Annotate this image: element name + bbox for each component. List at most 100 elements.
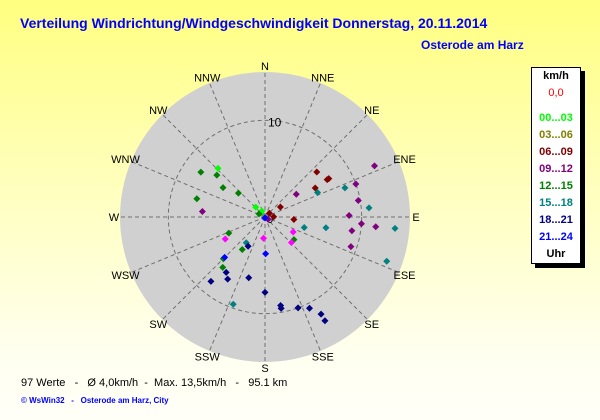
grid-spoke bbox=[264, 216, 368, 320]
data-point bbox=[357, 220, 365, 228]
data-point bbox=[383, 257, 391, 265]
data-point bbox=[198, 208, 206, 216]
direction-label: E bbox=[412, 212, 419, 224]
direction-label: SSW bbox=[195, 352, 221, 364]
data-point bbox=[222, 268, 230, 276]
grid-spoke bbox=[264, 82, 321, 218]
data-point bbox=[313, 168, 321, 176]
ring-label: 10 bbox=[268, 115, 282, 129]
direction-label: NNE bbox=[311, 72, 334, 84]
legend-bin: 03...06 bbox=[539, 129, 573, 141]
data-point bbox=[225, 229, 233, 237]
data-point bbox=[277, 304, 285, 312]
legend-calm: 0,0 bbox=[548, 87, 564, 99]
data-point bbox=[221, 235, 229, 243]
direction-label: ESE bbox=[393, 270, 415, 282]
data-point bbox=[260, 234, 268, 242]
data-point bbox=[224, 275, 232, 283]
grid-spoke bbox=[264, 216, 321, 352]
legend-spacer bbox=[532, 102, 580, 110]
data-point bbox=[238, 245, 246, 253]
chart-title: Verteilung Windrichtung/Windgeschwindigk… bbox=[20, 15, 488, 31]
legend-bin: 15...18 bbox=[539, 197, 573, 209]
legend-bin: 12...15 bbox=[539, 180, 573, 192]
grid-spoke bbox=[130, 216, 266, 273]
data-point bbox=[193, 195, 201, 203]
data-point bbox=[372, 223, 380, 231]
data-point bbox=[347, 243, 355, 251]
direction-label: SSE bbox=[312, 352, 334, 364]
data-point bbox=[229, 300, 237, 308]
data-point bbox=[365, 204, 373, 212]
data-point bbox=[207, 277, 215, 285]
data-point bbox=[244, 242, 252, 250]
legend-bin: 00...03 bbox=[539, 112, 573, 124]
data-point bbox=[348, 227, 356, 235]
data-point bbox=[322, 224, 330, 232]
data-point bbox=[213, 171, 221, 179]
direction-label: S bbox=[261, 363, 268, 375]
data-point bbox=[290, 216, 298, 224]
legend: km/h 0,0 00...03 03...06 06...09 09...12 12.… bbox=[531, 67, 581, 264]
data-point bbox=[221, 253, 229, 261]
data-point bbox=[219, 263, 227, 271]
direction-label: N bbox=[261, 61, 269, 73]
data-point bbox=[292, 190, 300, 198]
data-point bbox=[294, 304, 302, 312]
direction-label: SE bbox=[364, 319, 379, 331]
grid-spoke bbox=[264, 216, 400, 273]
data-point bbox=[289, 228, 297, 236]
legend-footer: Uhr bbox=[546, 248, 566, 260]
grid-ring bbox=[167, 119, 363, 315]
data-point bbox=[261, 214, 269, 222]
data-point bbox=[317, 310, 325, 318]
direction-label: NNW bbox=[194, 72, 221, 84]
grid-spoke bbox=[209, 82, 266, 218]
direction-label: SW bbox=[149, 319, 167, 331]
data-point bbox=[300, 224, 308, 232]
grid-spoke bbox=[130, 161, 266, 218]
data-point bbox=[345, 212, 353, 220]
data-point bbox=[371, 162, 379, 170]
data-point bbox=[341, 184, 349, 192]
data-point bbox=[276, 203, 284, 211]
legend-bin: 21...24 bbox=[539, 231, 573, 243]
direction-label: WSW bbox=[111, 270, 140, 282]
data-point bbox=[314, 188, 322, 196]
data-point bbox=[197, 168, 205, 176]
data-point bbox=[252, 203, 260, 211]
legend-bins: 00...03 03...06 06...09 09...12 12...15 15...… bbox=[532, 110, 580, 246]
grid-spoke bbox=[209, 216, 266, 352]
data-point bbox=[391, 224, 399, 232]
data-point bbox=[265, 209, 273, 217]
legend-bin: 09...12 bbox=[539, 163, 573, 175]
data-point bbox=[234, 189, 242, 197]
direction-label: ENE bbox=[393, 154, 416, 166]
grid-spoke bbox=[162, 216, 266, 320]
grid-spoke bbox=[264, 114, 368, 218]
location-label: Osterode am Harz bbox=[421, 38, 524, 52]
data-point bbox=[287, 239, 295, 247]
data-point bbox=[245, 274, 253, 282]
direction-label: W bbox=[109, 212, 120, 224]
data-point bbox=[214, 164, 222, 172]
data-point bbox=[352, 180, 360, 188]
grid-spoke bbox=[264, 161, 400, 218]
data-point bbox=[270, 213, 278, 221]
credit-line: © WsWin32 - Osterode am Harz, City bbox=[21, 396, 169, 405]
data-point bbox=[219, 184, 227, 192]
data-point bbox=[321, 317, 329, 325]
legend-bin: 06...09 bbox=[539, 146, 573, 158]
data-point bbox=[262, 250, 270, 258]
direction-label: WNW bbox=[111, 154, 140, 166]
grid-spoke bbox=[162, 114, 266, 218]
direction-label: NW bbox=[149, 105, 168, 117]
data-point bbox=[305, 304, 313, 312]
data-point bbox=[255, 210, 263, 218]
legend-unit: km/h bbox=[543, 70, 569, 82]
data-point bbox=[354, 197, 362, 205]
data-point bbox=[261, 288, 269, 296]
data-point bbox=[325, 175, 333, 183]
legend-bin: 18...21 bbox=[539, 214, 573, 226]
